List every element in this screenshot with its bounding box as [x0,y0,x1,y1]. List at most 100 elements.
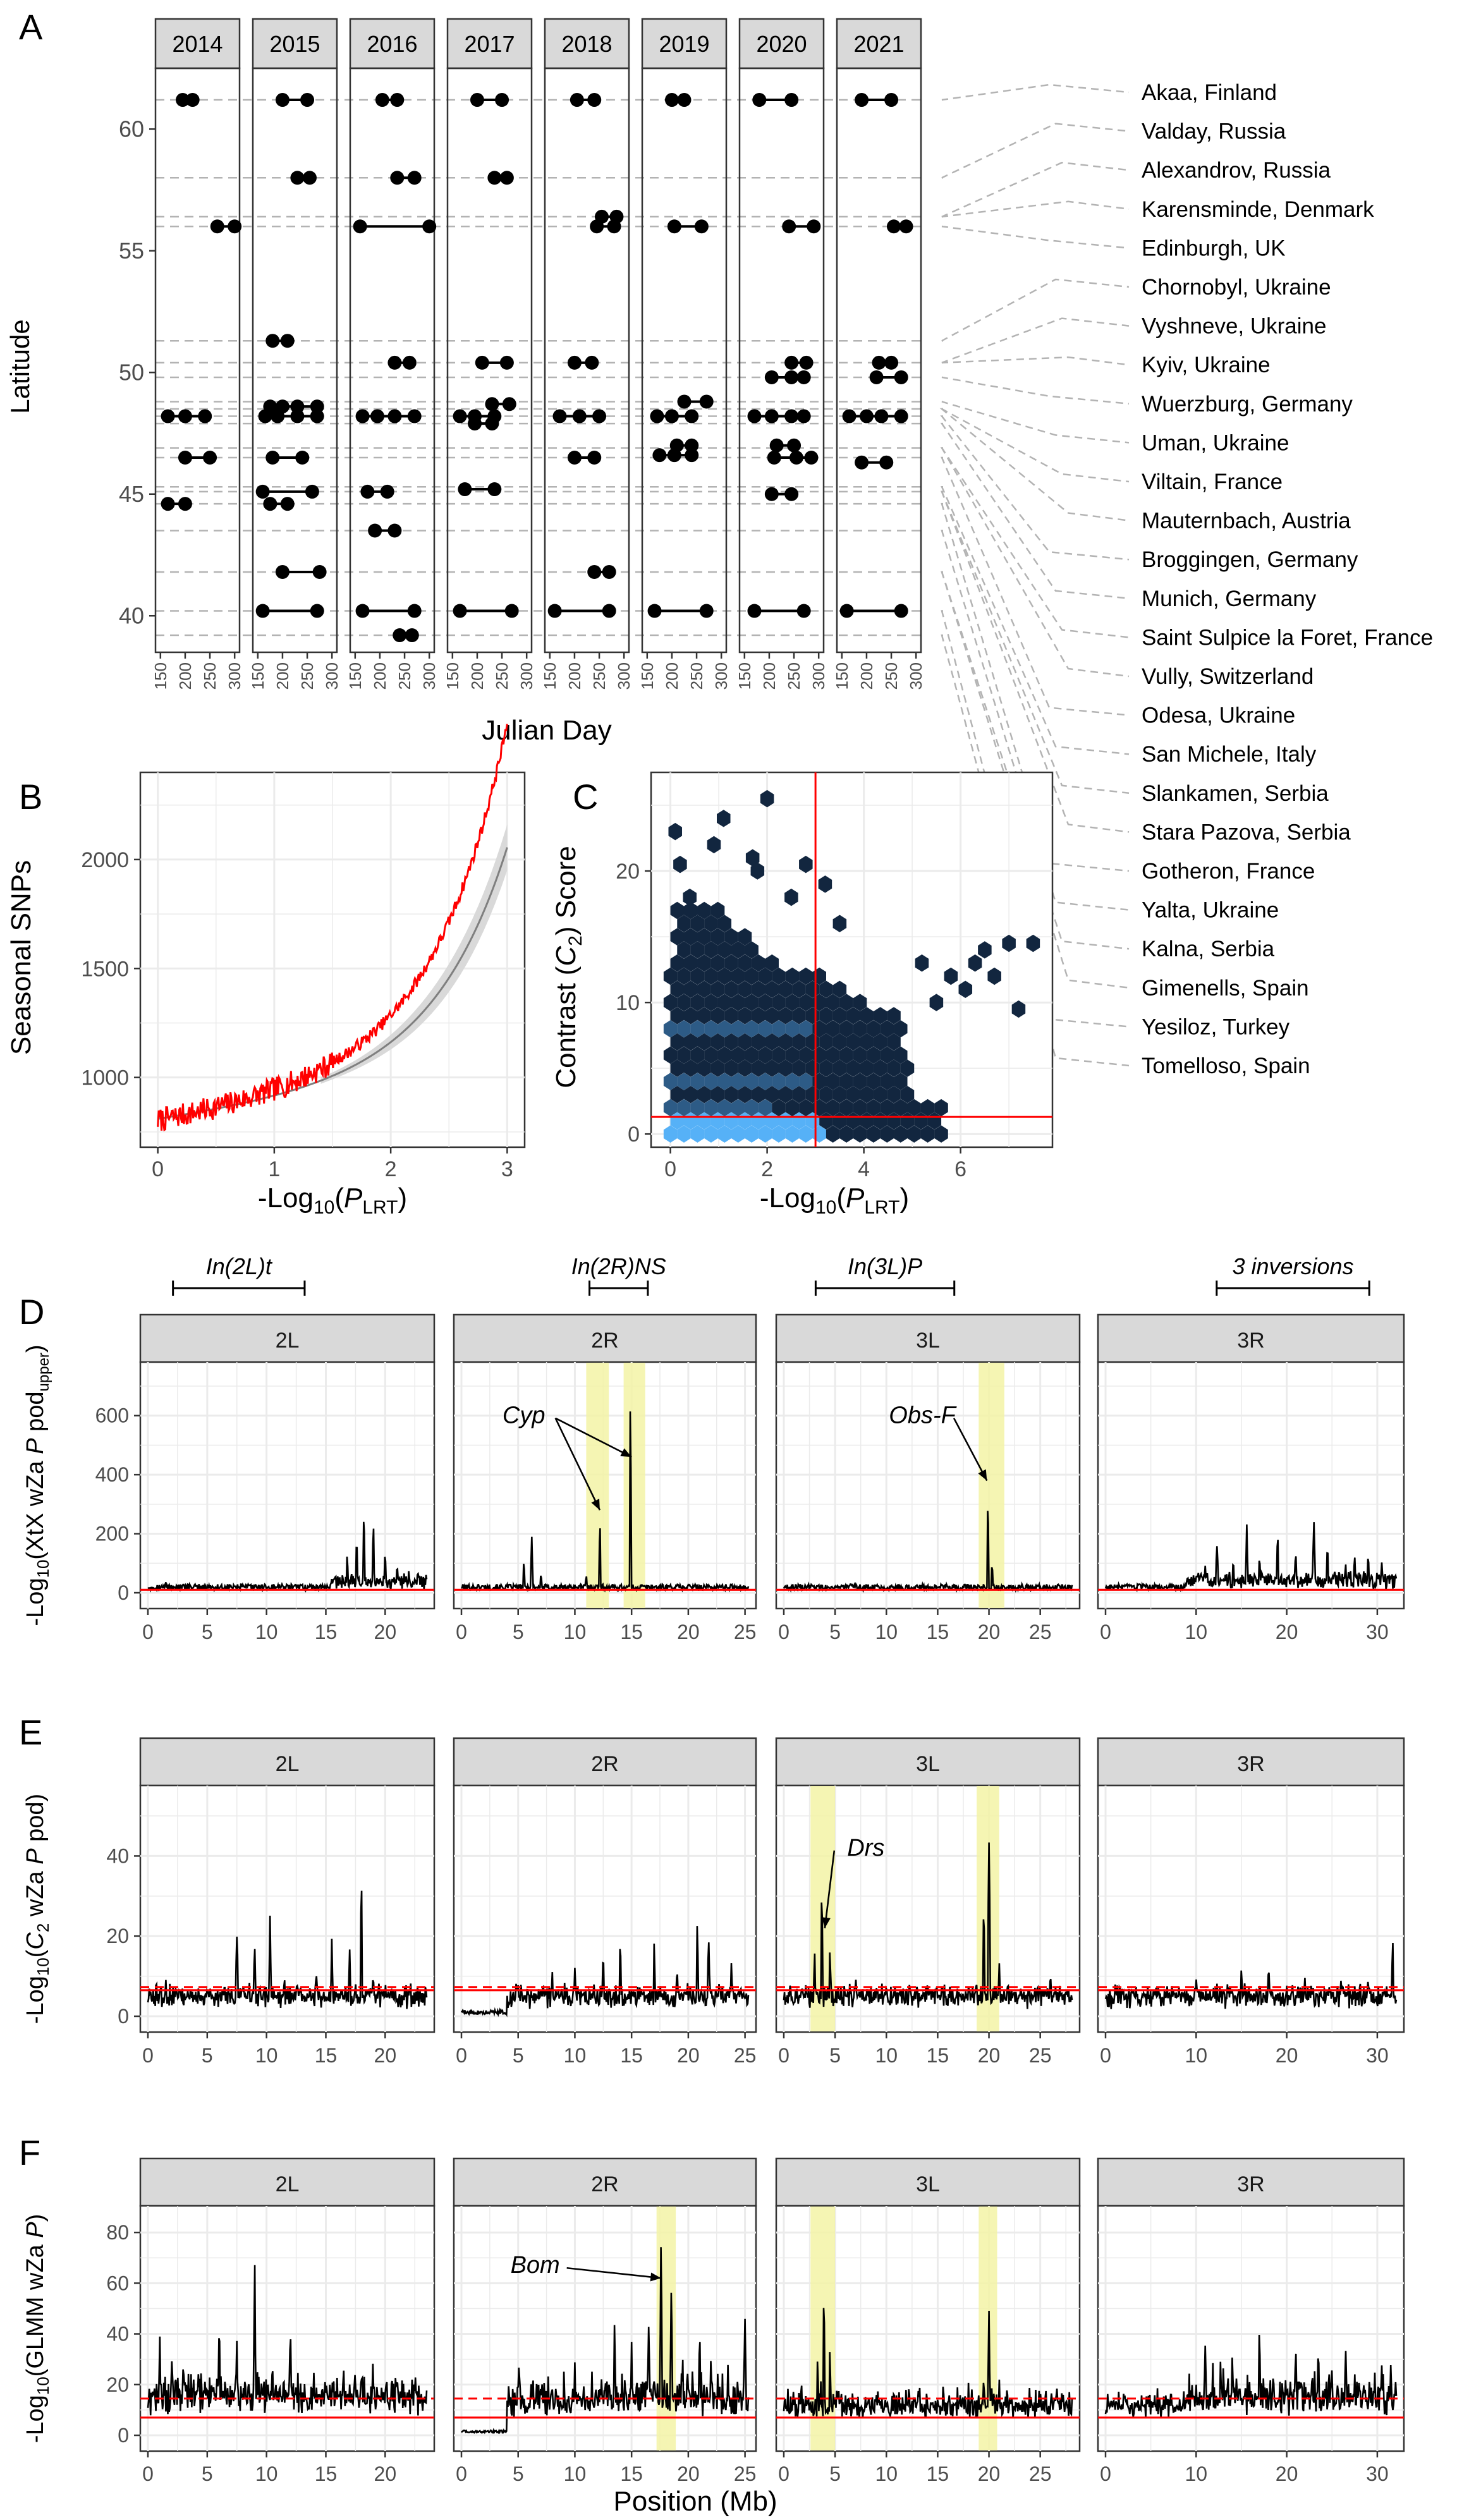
x-tick-label: 150 [735,662,754,690]
x-tick-label: 0 [778,2044,789,2067]
hex-bin [697,980,711,999]
hex-bin [738,954,752,972]
hex-bin [724,980,738,999]
sample-point [387,523,402,538]
x-tick-label: 0 [456,1621,467,1643]
site-label: Tomelloso, Spain [1142,1054,1310,1078]
hex-bin [772,994,786,1011]
sample-point [859,409,874,423]
sample-point [872,355,886,370]
chromosome-strip [775,1313,1081,1363]
manhattan-panel-f: F 2L 0 5 10 15 20 0 20 40 60 80 2R Bom 0 5 10 15 20 25 3L 0 5 1… [19,2133,1405,2485]
hex-bin [683,1086,698,1104]
x-tick-label: 200 [662,662,681,690]
year-strip-label: 2020 [756,31,807,57]
y-tick-label: 1000 [81,1066,129,1090]
hex-bin [853,1046,867,1064]
hex-bin [765,1033,779,1051]
sample-point [499,355,514,370]
hex-bin-outlier [716,810,731,827]
hex-bin [697,954,711,972]
hex-bin [663,1046,678,1064]
sample-point [203,451,217,465]
hex-bin [690,915,705,933]
y-tick-label: 40 [106,2323,129,2346]
x-tick-label: 0 [142,2462,154,2485]
annotation-arrow [824,1850,836,1928]
sample-point [602,564,616,579]
chromosome-panel-frame [139,2205,436,2452]
x-tick-label: 0 [142,2044,154,2067]
year-strip [446,18,533,70]
hex-bin-outlier [968,954,982,972]
year-panel-frame [252,67,338,654]
site-connector-line [941,401,1130,444]
year-panel-frame [544,67,630,654]
sample-point [402,355,417,370]
signal-trace [783,2308,1073,2419]
x-tick-label: 5 [829,2462,841,2485]
y-tick-label: 0 [118,2005,129,2028]
hex-bin [867,1073,881,1090]
hex-bin [717,967,732,985]
signal-trace [147,1890,428,2009]
chromosome-strip-label: 2R [591,1752,618,1776]
hex-bin [772,1046,786,1064]
label-part: 10 [34,1560,52,1578]
hex-bin [677,1125,691,1143]
sample-point [387,355,402,370]
site-connector-line [941,317,1130,364]
y-tick-label: 20 [106,1925,129,1947]
hex-bin [683,1007,698,1025]
hex-bin [724,928,738,946]
hex-bin [717,1099,732,1117]
sample-point [485,417,499,431]
chromosome-strip [139,1313,436,1363]
hex-bin [839,994,853,1011]
hex-bin [690,967,705,985]
hex-bin [853,994,867,1011]
x-tick-label: 10 [255,1621,278,1643]
hex-bin [677,1046,691,1064]
panel-tag: F [19,2133,40,2172]
hex-bin [894,1125,908,1143]
x-tick-label: 6 [954,1157,966,1181]
x-tick-label: 10 [255,2044,278,2067]
x-tick-label: 20 [978,2044,1001,2067]
signal-trace [460,2247,750,2435]
hex-bin [778,980,793,999]
sample-point [685,438,699,453]
hex-bin [894,1046,908,1064]
sample-point [290,171,305,185]
site-connector-line [941,376,1130,405]
hex-bin [724,954,738,972]
hex-bin [860,1033,874,1051]
annotation-arrowhead [591,1499,600,1511]
hex-bin [663,1125,678,1143]
sample-point [300,93,315,107]
sample-point [592,409,607,423]
x-tick-label: 150 [443,662,462,690]
sample-point [764,487,779,501]
x-tick-label: 25 [1029,1621,1052,1643]
site-connector-line [941,490,1130,833]
x-tick-label: 250 [492,662,511,690]
hex-bin [832,1059,847,1077]
hex-bin [860,1086,874,1104]
hex-bin [690,941,705,959]
sample-point [495,93,509,107]
hex-bin-outlier [760,789,774,808]
sample-point [764,370,779,384]
hex-bin [894,1020,908,1038]
y-tick-label: 0 [118,1581,129,1604]
hex-bin [873,1086,887,1104]
site-connector-line [941,200,1130,218]
hex-bin [880,1073,894,1090]
y-tick-label: 0 [628,1123,640,1147]
label-part: ) [22,1344,49,1353]
hex-bin [839,1099,853,1117]
year-panel-frame [738,67,825,654]
y-tick-label: 20 [616,860,640,884]
